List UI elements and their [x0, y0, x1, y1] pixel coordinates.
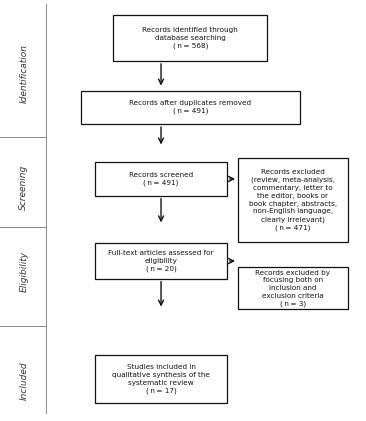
Text: Records identified through
database searching
( n = 568): Records identified through database sear…	[142, 27, 238, 49]
Text: Records screened
( n = 491): Records screened ( n = 491)	[129, 172, 193, 186]
FancyBboxPatch shape	[95, 162, 227, 196]
Text: Studies included in
qualitative synthesis of the
systematic review
( n = 17): Studies included in qualitative synthesi…	[112, 364, 210, 394]
FancyBboxPatch shape	[238, 158, 348, 242]
FancyBboxPatch shape	[81, 91, 300, 124]
Text: Full-text articles assessed for
eligibility
( n = 20): Full-text articles assessed for eligibil…	[108, 250, 214, 272]
Text: Records excluded by
focusing both on
inclusion and
exclusion criteria
( n = 3): Records excluded by focusing both on inc…	[255, 269, 330, 307]
FancyBboxPatch shape	[238, 267, 348, 309]
Text: Eligibility: Eligibility	[19, 251, 28, 292]
Text: Records excluded
(review, meta-analysis,
commentary, letter to
the editor, books: Records excluded (review, meta-analysis,…	[249, 169, 337, 231]
FancyBboxPatch shape	[113, 15, 267, 61]
Text: Records after duplicates removed
( n = 491): Records after duplicates removed ( n = 4…	[129, 100, 251, 115]
Text: Included: Included	[19, 362, 28, 400]
FancyBboxPatch shape	[95, 243, 227, 279]
Text: Screening: Screening	[19, 165, 28, 210]
FancyBboxPatch shape	[95, 354, 227, 403]
Text: Identification: Identification	[19, 44, 28, 103]
